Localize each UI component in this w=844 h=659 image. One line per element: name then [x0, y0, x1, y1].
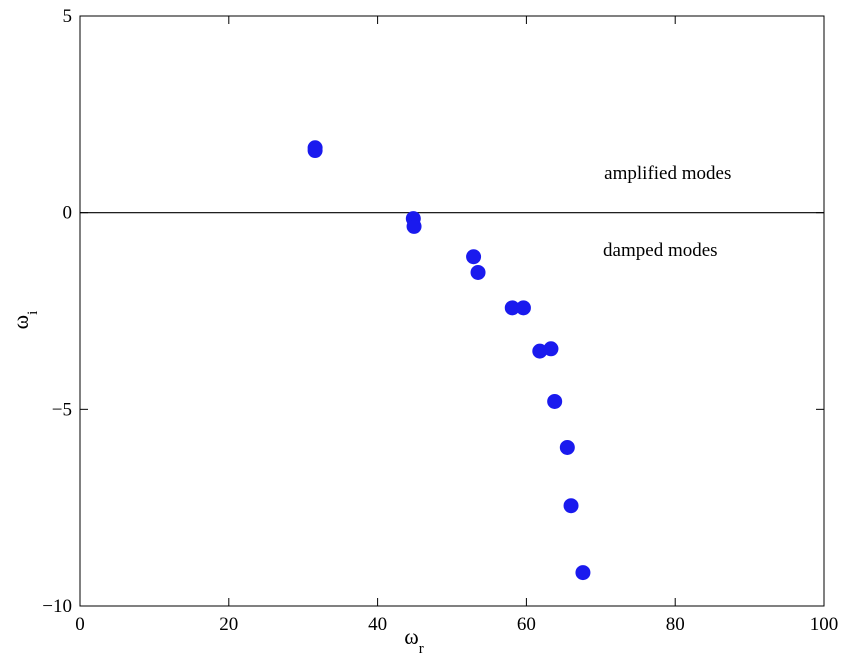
annotation: damped modes	[603, 240, 718, 261]
data-point	[547, 393, 563, 409]
x-axis-label-subscript: r	[419, 641, 424, 657]
y-tick-label: −5	[52, 399, 72, 420]
data-point	[563, 498, 579, 514]
data-point	[559, 439, 575, 455]
y-tick-label: −10	[42, 596, 72, 617]
data-point	[307, 143, 323, 159]
axes	[79, 15, 825, 607]
data-point	[466, 249, 482, 265]
x-tick-label: 100	[810, 614, 839, 635]
labels: ωr ωi 0 20 40 60 80 100 −10 −5 0 5 amplified modes…	[8, 6, 838, 657]
y-tick-label: 0	[63, 203, 73, 224]
data-point	[515, 300, 531, 316]
data-points	[307, 140, 591, 581]
y-tick-label: 5	[63, 6, 73, 27]
data-point	[543, 341, 559, 357]
data-point	[406, 218, 422, 234]
x-tick-label: 40	[368, 614, 387, 635]
data-point	[470, 264, 486, 280]
x-tick-label: 0	[75, 614, 85, 635]
plot-frame	[79, 15, 825, 607]
x-tick-label: 80	[666, 614, 685, 635]
x-tick-label: 60	[517, 614, 536, 635]
y-axis-label: ωi	[8, 311, 41, 330]
y-axis-label-subscript: i	[25, 311, 41, 315]
x-axis-label: ωr	[404, 624, 423, 657]
data-point	[575, 565, 591, 581]
x-tick-label: 20	[219, 614, 238, 635]
annotation: amplified modes	[604, 163, 731, 184]
